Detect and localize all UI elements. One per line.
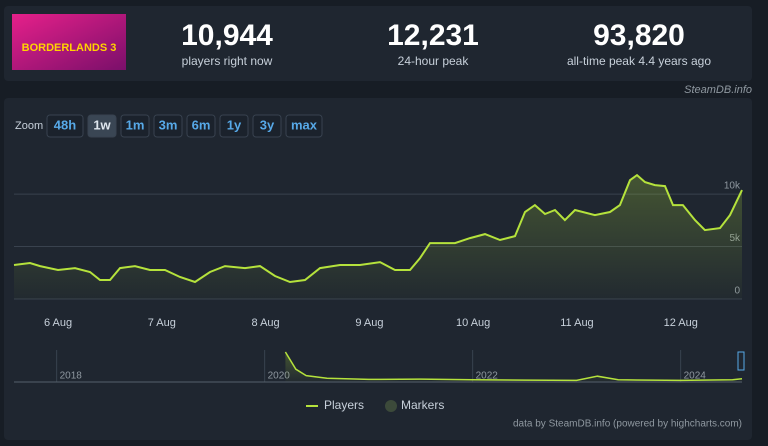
x-tick-label: 2018 bbox=[60, 371, 83, 382]
stat-value: 93,820 bbox=[593, 19, 685, 52]
stat-label: 24-hour peak bbox=[398, 54, 470, 68]
x-tick-label: 2024 bbox=[684, 371, 707, 382]
zoom-button[interactable] bbox=[46, 114, 84, 138]
zoom-button-label[interactable]: 6m bbox=[192, 117, 211, 132]
zoom-label: Zoom bbox=[15, 120, 43, 132]
zoom-button-label[interactable]: 1m bbox=[126, 117, 145, 132]
x-tick-label: 8 Aug bbox=[252, 317, 280, 329]
zoom-button-label[interactable]: 1w bbox=[93, 117, 111, 132]
zoom-button-label[interactable]: max bbox=[291, 117, 318, 132]
zoom-button[interactable] bbox=[153, 114, 183, 138]
zoom-button-label[interactable]: 3y bbox=[260, 117, 275, 132]
y-tick-label: 10k bbox=[724, 181, 741, 192]
x-tick-label: 12 Aug bbox=[664, 317, 698, 329]
zoom-button-label[interactable]: 1y bbox=[227, 117, 242, 132]
stat-value: 10,944 bbox=[181, 19, 273, 52]
area bbox=[14, 175, 742, 299]
zoom-button[interactable] bbox=[285, 114, 323, 138]
zoom-button-label[interactable]: 3m bbox=[159, 117, 178, 132]
logo-text: BORDERLANDS 3 bbox=[22, 42, 117, 54]
zoom-button[interactable] bbox=[87, 114, 117, 138]
navigator-handle[interactable] bbox=[737, 351, 745, 371]
zoom-button[interactable] bbox=[186, 114, 216, 138]
line bbox=[13, 173, 743, 284]
x-tick-label: 11 Aug bbox=[560, 317, 593, 329]
x-tick-label: 10 Aug bbox=[456, 317, 490, 329]
stat-label: all-time peak 4.4 years ago bbox=[567, 54, 711, 68]
stat-value: 12,231 bbox=[387, 19, 479, 52]
credits: data by SteamDB.info (powered by highcha… bbox=[513, 419, 742, 430]
game-logo bbox=[12, 14, 126, 70]
source-link[interactable]: SteamDB.info bbox=[684, 84, 752, 96]
zoom-button[interactable] bbox=[120, 114, 150, 138]
zoom-button-label[interactable]: 48h bbox=[54, 117, 76, 132]
zoom-button[interactable] bbox=[219, 114, 249, 138]
x-tick-label: 7 Aug bbox=[148, 317, 176, 329]
legend-symbol bbox=[385, 400, 397, 412]
x-tick-label: 2022 bbox=[476, 371, 499, 382]
x-tick-label: 9 Aug bbox=[355, 317, 383, 329]
x-tick-label: 2020 bbox=[268, 371, 291, 382]
stat-label: players right now bbox=[182, 54, 273, 68]
legend-label[interactable]: Players bbox=[324, 398, 364, 412]
line bbox=[284, 351, 743, 382]
x-tick-label: 6 Aug bbox=[44, 317, 72, 329]
zoom-buttons: 48h 1w 1m 3m 6m 1y 3y max bbox=[46, 114, 323, 138]
header-panel bbox=[4, 6, 752, 81]
legend-label[interactable]: Markers bbox=[401, 398, 444, 412]
zoom-button[interactable] bbox=[252, 114, 282, 138]
